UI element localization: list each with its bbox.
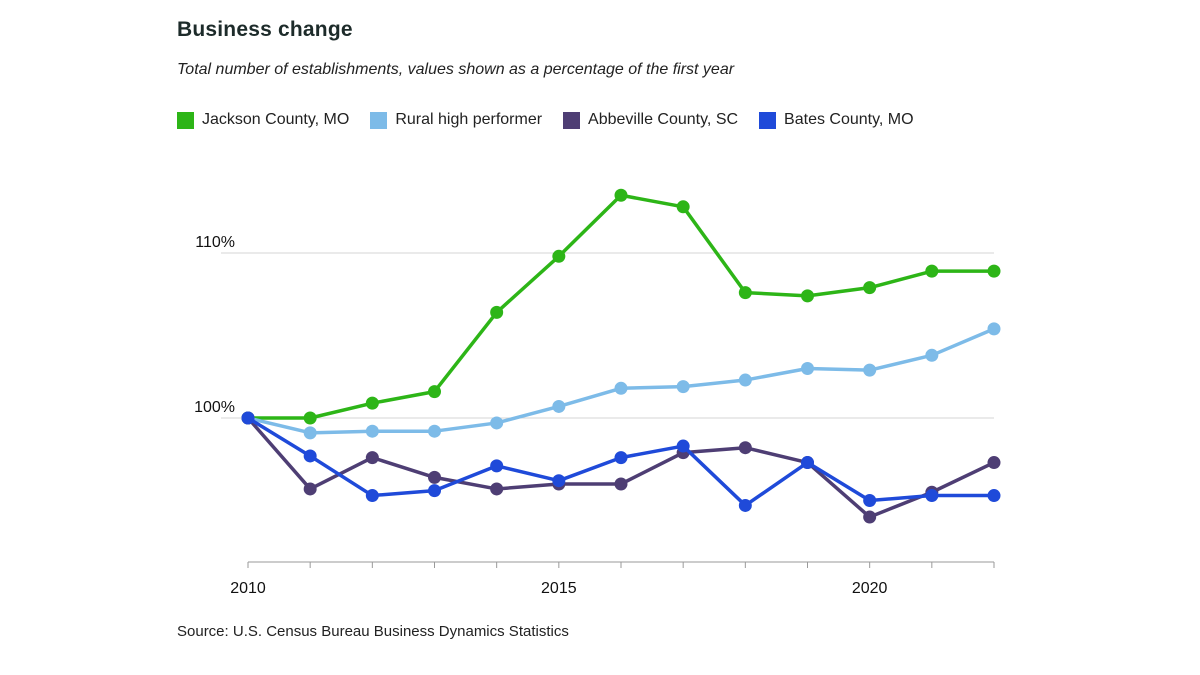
data-point [552,399,566,413]
data-point [490,482,504,496]
data-point [738,498,752,512]
data-point [925,489,939,503]
legend-swatch-bates [759,111,777,129]
data-point [801,362,814,375]
data-point [987,322,1001,336]
data-point [552,249,566,263]
data-point [303,411,317,425]
series-line [246,327,996,435]
legend-label-jackson: Jackson County, MO [202,111,350,128]
data-point [365,396,379,410]
data-point [614,477,628,491]
legend-swatch-abbeville [563,111,581,129]
x-tick-label: 2010 [230,580,266,597]
legend-label-bates: Bates County, MO [784,111,914,128]
data-point [676,380,690,394]
series-abbeville-county-sc [241,411,1001,524]
legend-item-bates[interactable]: Bates County, MO [759,111,914,129]
legend-item-jackson[interactable]: Jackson County, MO [177,111,349,129]
data-point [241,411,255,425]
data-point [863,494,877,507]
data-point [925,348,939,362]
chart-subtitle: Total number of establishments, values s… [177,61,735,78]
data-point [365,451,379,465]
data-point [987,489,1001,503]
y-tick-label: 100% [194,399,235,416]
series-bates-county-mo [241,411,1001,512]
data-point [801,456,814,470]
data-point [738,286,752,300]
data-point [490,416,504,430]
data-point [552,474,566,488]
data-point [925,264,939,278]
tick-labels: 100% 110% 2010 2015 2020 [194,234,887,597]
data-point [428,484,441,498]
legend-swatch-rural [370,111,388,129]
series-jackson-county-mo [241,188,1001,425]
data-point [365,424,379,438]
data-point [490,459,504,473]
data-point [863,363,877,377]
data-point [614,451,628,465]
data-point [365,489,379,503]
x-tick-label: 2015 [541,580,577,597]
data-point [987,264,1001,278]
x-tick-label: 2020 [852,580,888,597]
data-point [676,200,690,214]
data-point [863,281,877,295]
legend-item-abbeville[interactable]: Abbeville County, SC [563,111,738,129]
x-axis [247,561,995,568]
data-point [738,441,752,455]
source-note: Source: U.S. Census Bureau Business Dyna… [177,623,569,640]
data-point [614,188,628,202]
data-point [863,510,877,524]
legend-item-rural[interactable]: Rural high performer [370,111,542,129]
data-point [490,305,504,319]
legend-label-rural: Rural high performer [395,111,543,128]
data-point [676,439,690,453]
data-point [614,381,628,395]
data-point [987,456,1001,470]
legend: Jackson County, MO Rural high performer … [177,111,935,129]
chart-title: Business change [177,18,353,41]
data-point [738,373,752,387]
data-point [428,385,441,399]
data-point [801,289,814,303]
data-point [303,426,317,440]
data-point [303,449,317,463]
series-layer [241,188,1001,524]
series-rural-high-performer [241,322,1001,440]
legend-swatch-jackson [177,111,194,129]
data-point [428,424,441,438]
y-tick-label: 110% [195,234,235,251]
data-point [303,482,317,496]
grid-layer [221,252,994,419]
data-point [428,470,441,484]
legend-label-abbeville: Abbeville County, SC [588,111,739,128]
